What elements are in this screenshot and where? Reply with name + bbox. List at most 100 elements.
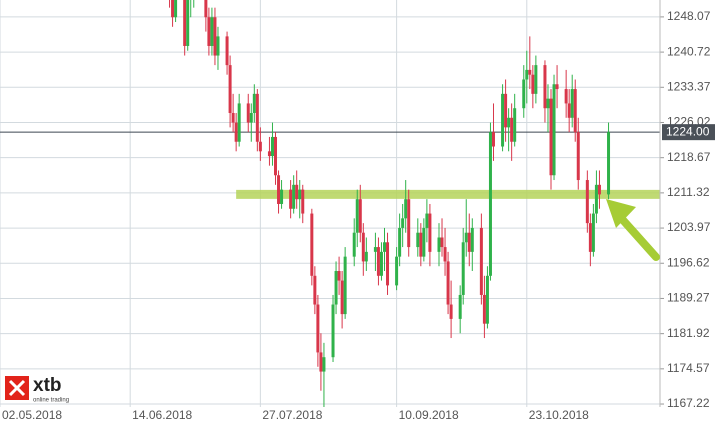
y-tick-label: 1181.92 — [667, 326, 710, 340]
candle-body — [361, 232, 365, 262]
candle-body — [504, 93, 508, 128]
candle-body — [322, 357, 326, 372]
candle-body — [225, 36, 229, 66]
candle-body — [216, 36, 220, 56]
candle-body — [231, 113, 235, 123]
x-tick-label: 23.10.2018 — [529, 408, 589, 422]
candle-body — [292, 184, 296, 209]
candle-body — [310, 213, 314, 276]
candle-body — [482, 294, 486, 324]
candle-body — [446, 261, 450, 305]
candle-body — [386, 242, 390, 286]
candle-body — [567, 103, 571, 118]
candle-body — [470, 227, 474, 252]
candle-body — [419, 232, 423, 257]
candle-body — [440, 237, 444, 248]
grid — [0, 0, 660, 407]
candle-body — [458, 294, 462, 319]
axes: 1248.071240.721233.371226.021218.671211.… — [2, 0, 715, 422]
candle-body — [425, 213, 429, 228]
candle-body — [491, 132, 495, 147]
candle-body — [355, 199, 359, 233]
candle-body — [301, 189, 305, 214]
candle-body — [401, 218, 405, 228]
candle-body — [255, 93, 259, 142]
candle-body — [570, 89, 574, 118]
candle-body — [207, 17, 211, 46]
candle-body — [398, 227, 402, 257]
candle-body — [280, 189, 284, 204]
candle-body — [267, 151, 271, 157]
candle-body — [555, 84, 559, 90]
candle-body — [407, 199, 411, 248]
candle-body — [382, 242, 386, 252]
x-tick-label: 14.06.2018 — [132, 408, 192, 422]
candle-body — [270, 136, 274, 157]
candle-body — [443, 247, 447, 262]
x-tick-label: 02.05.2018 — [2, 408, 62, 422]
candle-body — [252, 93, 256, 114]
arrow-shaft — [618, 215, 660, 261]
candle-body — [210, 17, 214, 46]
candle-body — [343, 256, 347, 315]
candle-body — [467, 232, 471, 252]
candle-body — [171, 0, 175, 18]
candle-body — [340, 280, 344, 315]
candle-body — [334, 271, 338, 305]
candle-body — [428, 213, 432, 252]
arrow — [606, 199, 660, 261]
candle-body — [186, 0, 190, 46]
candle-body — [298, 189, 302, 200]
candle-body — [289, 189, 293, 209]
candle-body — [488, 132, 492, 276]
candle-body — [464, 232, 468, 243]
y-tick-label: 1167.22 — [667, 396, 710, 410]
candle-body — [246, 103, 250, 123]
candle-body — [597, 184, 601, 195]
candle-body — [313, 275, 317, 305]
candle-body — [525, 69, 529, 80]
candle-body — [437, 237, 441, 252]
candle-body — [331, 304, 335, 358]
logo: xtb online trading — [5, 375, 69, 404]
candle-body — [552, 84, 556, 176]
logo-tagline: online trading — [33, 398, 69, 404]
candle-body — [591, 213, 595, 252]
candle-body — [422, 227, 426, 257]
y-tick-label: 1218.67 — [667, 150, 711, 164]
candle-body — [607, 132, 611, 195]
logo-x — [8, 379, 26, 397]
candle-body — [513, 108, 517, 142]
y-tick-label: 1240.72 — [667, 44, 711, 58]
candle-body — [479, 227, 483, 295]
candle-body — [183, 0, 187, 46]
y-tick-label: 1189.27 — [667, 291, 710, 305]
candle-body — [337, 271, 341, 281]
candle-body — [364, 251, 368, 262]
x-tick-label: 10.09.2018 — [399, 408, 459, 422]
candle-body — [376, 247, 380, 276]
candle-body — [546, 98, 550, 109]
y-tick-label: 1248.07 — [667, 9, 711, 23]
candle-body — [258, 141, 262, 152]
candle-body — [295, 184, 299, 200]
logo-name: xtb — [33, 375, 62, 396]
candle-body — [594, 184, 598, 214]
candle-body — [379, 251, 383, 276]
candle-body — [528, 69, 532, 75]
candle-body — [319, 352, 323, 372]
candle-body — [416, 232, 420, 248]
candle-body — [373, 247, 377, 252]
candle-body — [404, 199, 408, 219]
candle-body — [316, 304, 320, 353]
candle-body — [522, 79, 526, 109]
candle-body — [564, 89, 568, 104]
candle-body — [585, 180, 589, 224]
y-tick-label: 1203.97 — [667, 220, 711, 234]
candle-body — [274, 136, 278, 176]
candle-body — [576, 132, 580, 181]
candle-body — [501, 93, 505, 147]
candle-body — [449, 304, 453, 319]
arrow-head — [606, 199, 636, 228]
